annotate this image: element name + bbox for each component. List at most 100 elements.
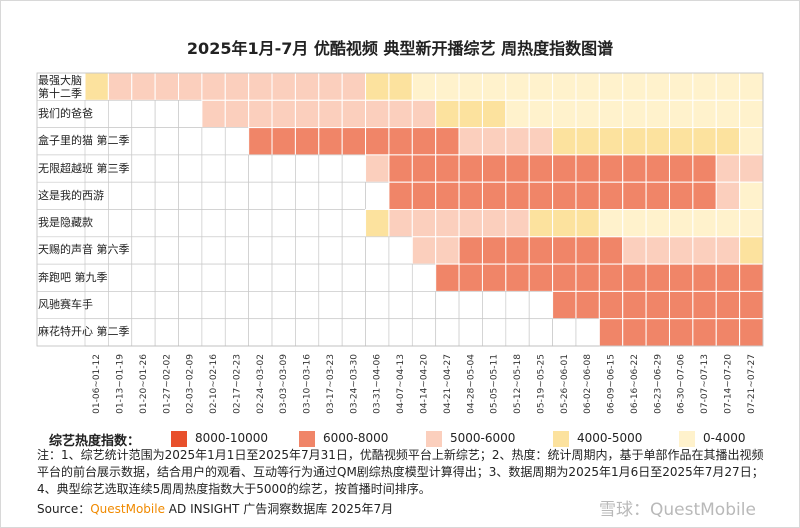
heat-cell [575,72,600,101]
x-tick-label: 01-06~01-12 [92,354,102,414]
heat-cell [622,181,647,210]
empty-cell [131,154,156,183]
heat-cell [598,209,624,238]
empty-cell [528,318,553,347]
empty-cell [318,236,343,265]
heat-cell [739,236,764,265]
heat-cell [318,72,343,101]
empty-cell [248,236,273,265]
x-tick-label: 03-31~04-06 [373,354,383,414]
heat-cell [668,290,694,320]
heat-cell [458,127,483,156]
empty-cell [154,181,179,210]
row-label: 这是我的西游 [38,188,104,202]
empty-cell [411,263,437,292]
empty-cell [131,291,156,320]
heat-cell [622,318,647,347]
legend-swatch [679,431,695,447]
empty-cell [131,181,156,210]
empty-cell [295,236,320,265]
row-label: 麻花特开心 第二季 [38,325,130,339]
x-tick-label: 05-05~05-11 [490,354,500,414]
heat-cell [739,318,764,347]
heat-cell [692,263,717,292]
heat-cell [481,127,507,156]
heat-cell [645,127,670,156]
heat-cell [411,99,437,129]
heat-cell [692,154,717,183]
heat-cell [294,99,320,129]
heat-cell [739,209,764,238]
heat-cell [318,127,343,156]
x-tick-label: 02-10~02-16 [209,354,219,414]
empty-cell [201,318,226,347]
empty-cell [154,236,179,265]
x-tick-label: 03-10~03-16 [303,354,313,414]
heat-cell [598,154,624,183]
heat-cell [435,236,460,265]
heat-cell [458,154,483,183]
heat-cell [645,72,670,101]
empty-cell [341,154,366,183]
heat-cell [178,72,203,101]
heat-cell [505,181,530,210]
heat-cell [645,181,670,210]
heat-cell [575,181,600,210]
heat-cell [552,181,577,210]
heat-cell [528,263,554,292]
heat-cell [505,99,530,129]
heat-cell [692,236,717,265]
empty-cell [178,291,203,320]
heat-cell [131,72,156,101]
row-label: 最强大脑第十二季 [38,73,82,100]
heat-cell [739,181,764,210]
x-tick-label: 05-12~05-18 [513,354,523,414]
heat-cell [505,236,530,265]
empty-cell [108,291,133,320]
heat-cell [411,72,437,101]
heat-cell [715,72,741,101]
heat-cell [481,263,507,292]
empty-cell [178,154,203,183]
empty-cell [341,209,366,238]
heat-cell [692,318,717,347]
x-tick-label: 07-07~07-13 [700,354,710,414]
empty-cell [224,263,250,292]
heat-cell [575,263,600,292]
row-label: 风驰赛车手 [38,298,93,312]
empty-cell [341,181,366,210]
row-label: 奔跑吧 第九季 [38,270,108,284]
heat-cell [668,72,694,101]
x-tick-label: 06-30~07-06 [677,354,687,414]
empty-cell [505,318,530,347]
heat-cell [575,154,600,183]
empty-cell [365,291,390,320]
heat-cell [598,236,624,265]
empty-cell [248,291,273,320]
heat-cell [622,290,647,320]
empty-cell [201,291,226,320]
heat-cell [715,127,741,156]
heat-cell [528,154,554,183]
empty-cell [248,181,273,210]
empty-cell [248,154,273,183]
empty-cell [201,181,226,210]
empty-cell [224,127,250,156]
heat-cell [622,99,647,129]
x-tick-label: 04-07~04-13 [396,354,406,414]
heat-cell [435,263,460,292]
empty-cell [271,318,296,347]
heat-cell [715,209,741,238]
empty-cell [224,209,250,238]
heat-cell [458,181,483,210]
row-label: 我是隐藏款 [38,216,93,230]
x-tick-label: 04-28~05-04 [466,354,476,414]
heat-cell [739,72,764,101]
empty-cell [108,99,133,128]
empty-cell [224,154,250,183]
legend-label: 4000-5000 [577,431,643,445]
heat-cell [739,290,764,320]
empty-cell [388,318,413,347]
heat-cell [271,127,296,156]
